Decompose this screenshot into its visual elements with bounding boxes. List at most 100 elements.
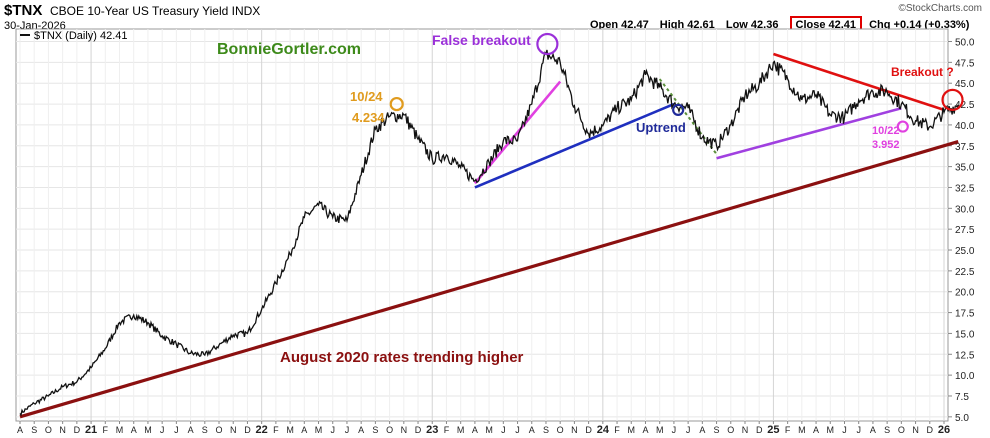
legend-label: $TNX (Daily) 42.41	[34, 30, 128, 42]
x-tick-label: 24	[597, 424, 610, 436]
x-tick-label: N	[912, 425, 919, 435]
x-tick-label: J	[501, 425, 506, 435]
x-tick-label: A	[529, 425, 535, 435]
x-tick-label: F	[785, 425, 791, 435]
x-tick-label: M	[457, 425, 465, 435]
annotation-markers	[389, 32, 964, 133]
x-tick-label: S	[372, 425, 378, 435]
x-tick-label: M	[315, 425, 323, 435]
y-tick-label: 22.5	[955, 267, 975, 278]
x-tick-label: A	[188, 425, 194, 435]
x-tick-label: D	[244, 425, 251, 435]
high-value: High 42.61	[659, 19, 715, 31]
y-tick-label: 37.5	[955, 142, 975, 153]
x-tick-label: S	[714, 425, 720, 435]
open-value: Open 42.47	[590, 19, 649, 31]
y-tick-label: 10.0	[955, 371, 975, 382]
annotation-value-3952: 3.952	[872, 139, 900, 151]
x-tick-label: N	[401, 425, 408, 435]
x-tick-label: J	[856, 425, 861, 435]
marker-jul2024-point	[672, 103, 685, 117]
x-tick-label: M	[485, 425, 493, 435]
x-tick-label: D	[74, 425, 81, 435]
x-tick-label: A	[301, 425, 307, 435]
x-tick-label: O	[386, 425, 393, 435]
y-tick-label: 27.5	[955, 225, 975, 236]
x-tick-label: A	[642, 425, 648, 435]
annotation-date-1022: 10/22	[872, 125, 900, 137]
x-tick-label: J	[174, 425, 179, 435]
price-series-line	[19, 49, 959, 417]
x-axis: A S O N D 21 F M A M J J A S O N D 22 F M A M J J A S O N D 23 F M A M J J A…	[17, 421, 950, 436]
annotation-false-breakout: False breakout	[432, 32, 531, 48]
trendline-2023-rising-magenta	[473, 80, 562, 185]
y-tick-label: 42.5	[955, 100, 975, 111]
x-tick-label: O	[727, 425, 734, 435]
change-value: Chg +0.14 (+0.33%)	[869, 19, 970, 31]
trendline-2025-falling-red	[773, 52, 945, 112]
y-tick-label: 25.0	[955, 246, 975, 257]
trendline-uptrend-blue	[474, 102, 675, 189]
x-tick-label: 22	[256, 424, 268, 436]
ticker-symbol: $TNX	[4, 2, 43, 19]
plot-frame	[15, 28, 949, 422]
y-tick-label: 40.0	[955, 121, 975, 132]
x-tick-label: M	[116, 425, 124, 435]
y-tick-label: 15.0	[955, 329, 975, 340]
y-axis: 5.0 7.5 10.0 12.5 15.0 17.5 20.0 22.5 25.0 27.5 30…	[948, 38, 975, 424]
x-tick-label: N	[742, 425, 749, 435]
x-tick-label: A	[472, 425, 478, 435]
x-tick-label: S	[543, 425, 549, 435]
y-tick-label: 30.0	[955, 204, 975, 215]
x-tick-label: M	[798, 425, 806, 435]
trendlines	[19, 52, 959, 419]
x-tick-label: A	[870, 425, 876, 435]
annotation-trend-caption: August 2020 rates trending higher	[280, 349, 524, 366]
y-tick-label: 45.0	[955, 79, 975, 90]
annotation-brand: BonnieGortler.com	[217, 41, 361, 58]
x-tick-label: A	[813, 425, 819, 435]
y-tick-label: 50.0	[955, 38, 975, 49]
x-tick-label: A	[358, 425, 364, 435]
low-value: Low 42.36	[725, 19, 779, 31]
marker-oct2023-peak	[536, 32, 559, 56]
x-tick-label: S	[884, 425, 890, 435]
trendline-long-term-support	[19, 140, 959, 419]
y-tick-label: 20.0	[955, 288, 975, 299]
x-tick-label: O	[557, 425, 564, 435]
x-tick-label: O	[45, 425, 52, 435]
y-tick-label: 32.5	[955, 183, 975, 194]
y-tick-label: 17.5	[955, 309, 975, 320]
grid-lines	[16, 29, 948, 421]
x-tick-label: M	[656, 425, 664, 435]
annotation-value-4234: 4.234	[352, 110, 385, 125]
annotation-breakout: Breakout ?	[891, 65, 954, 79]
x-tick-label: 26	[938, 424, 950, 436]
x-tick-label: N	[59, 425, 66, 435]
x-tick-label: J	[672, 425, 677, 435]
x-tick-label: A	[699, 425, 705, 435]
x-tick-label: F	[444, 425, 450, 435]
marker-oct2022-peak	[389, 96, 404, 112]
x-tick-label: J	[345, 425, 350, 435]
x-tick-label: J	[160, 425, 165, 435]
x-tick-label: D	[756, 425, 763, 435]
x-tick-label: N	[571, 425, 578, 435]
chart-title: CBOE 10-Year US Treasury Yield INDX	[50, 4, 261, 18]
x-tick-label: J	[842, 425, 847, 435]
x-tick-label: M	[144, 425, 152, 435]
marker-jan2026-breakout	[941, 88, 964, 111]
x-tick-label: J	[330, 425, 335, 435]
y-tick-label: 12.5	[955, 350, 975, 361]
y-tick-label: 5.0	[955, 413, 969, 424]
x-tick-label: F	[273, 425, 279, 435]
ohlc-readout: Open 42.47 High 42.61 Low 42.36 Close 42…	[590, 16, 977, 34]
x-tick-label: J	[686, 425, 691, 435]
x-tick-label: M	[827, 425, 835, 435]
x-tick-label: A	[131, 425, 137, 435]
x-tick-label: F	[103, 425, 109, 435]
y-tick-label: 7.5	[955, 392, 969, 403]
marker-oct2025-low	[896, 120, 909, 133]
x-tick-label: D	[415, 425, 422, 435]
